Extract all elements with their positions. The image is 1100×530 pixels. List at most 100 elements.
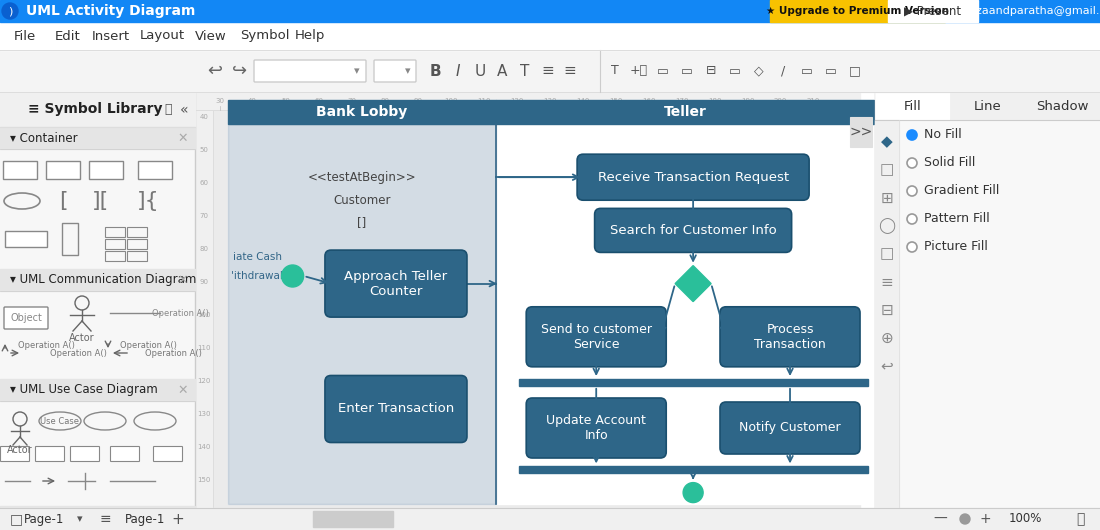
Text: □: □ — [880, 163, 894, 178]
FancyBboxPatch shape — [526, 398, 667, 458]
Text: +: + — [979, 512, 991, 526]
Text: ≡ Symbol Library: ≡ Symbol Library — [28, 102, 163, 117]
FancyBboxPatch shape — [110, 446, 140, 462]
Text: ▭: ▭ — [657, 65, 669, 77]
Text: 180: 180 — [708, 98, 722, 104]
Text: 210: 210 — [807, 98, 821, 104]
Text: ▭: ▭ — [825, 65, 837, 77]
Text: 170: 170 — [674, 98, 689, 104]
Text: 200: 200 — [774, 98, 788, 104]
Text: ◆: ◆ — [881, 135, 893, 149]
Circle shape — [908, 186, 917, 196]
Text: 'ithdrawal: 'ithdrawal — [231, 271, 283, 281]
Text: ✕: ✕ — [178, 510, 188, 524]
Text: □: □ — [10, 512, 23, 526]
Text: ▭: ▭ — [801, 65, 813, 77]
Circle shape — [2, 3, 18, 19]
Text: Notify Customer: Notify Customer — [739, 421, 840, 435]
Text: Operation A(): Operation A() — [145, 349, 202, 358]
Text: T: T — [612, 65, 619, 77]
Text: File: File — [14, 30, 36, 42]
Text: <<testAtBegin>>: <<testAtBegin>> — [308, 171, 417, 184]
Bar — [0, 127, 195, 149]
Text: ▾ UML Use Case Diagram: ▾ UML Use Case Diagram — [10, 384, 157, 396]
Bar — [1025, 92, 1100, 120]
Bar — [228, 100, 496, 124]
Text: iate Cash: iate Cash — [233, 252, 282, 262]
Text: ▾: ▾ — [354, 66, 360, 76]
Text: 120: 120 — [510, 98, 524, 104]
Text: 40: 40 — [199, 113, 208, 120]
Text: 50: 50 — [282, 98, 290, 104]
Text: 140: 140 — [197, 444, 211, 449]
Text: No Fill: No Fill — [924, 128, 961, 142]
FancyBboxPatch shape — [138, 161, 172, 179]
Text: 70: 70 — [199, 213, 209, 218]
Bar — [519, 379, 868, 386]
Text: Line: Line — [974, 100, 1001, 112]
Text: ): ) — [8, 6, 12, 16]
Bar — [0, 22, 1100, 50]
Bar — [314, 511, 393, 527]
Text: +: + — [172, 511, 185, 526]
Circle shape — [908, 158, 917, 168]
Text: Help: Help — [295, 30, 326, 42]
Text: Operation A(): Operation A() — [50, 349, 107, 358]
Text: Object: Object — [10, 313, 42, 323]
Text: 60: 60 — [315, 98, 323, 104]
Text: Pattern Fill: Pattern Fill — [924, 213, 990, 225]
Text: Receive Transaction Request: Receive Transaction Request — [597, 171, 789, 184]
Bar — [62, 223, 78, 255]
Text: ▾: ▾ — [77, 514, 82, 524]
Text: Send to customer
Service: Send to customer Service — [541, 323, 651, 351]
Text: ◯: ◯ — [879, 218, 895, 234]
Text: pizzaandparatha@gmail.com  ▾: pizzaandparatha@gmail.com ▾ — [960, 6, 1100, 16]
Text: ≡: ≡ — [563, 64, 576, 78]
Text: ⊟: ⊟ — [881, 303, 893, 317]
Text: 160: 160 — [641, 98, 656, 104]
Bar — [126, 227, 147, 237]
Text: [: [ — [58, 191, 67, 211]
Text: □: □ — [849, 65, 861, 77]
Text: 100: 100 — [444, 98, 458, 104]
FancyBboxPatch shape — [526, 307, 667, 367]
Text: 100%: 100% — [1009, 513, 1042, 526]
Bar — [213, 508, 860, 530]
Text: +⃝: +⃝ — [630, 65, 648, 77]
Text: Fill: Fill — [903, 100, 922, 112]
Text: ⛶: ⛶ — [1076, 512, 1085, 526]
Text: ▶ Present: ▶ Present — [904, 4, 961, 17]
FancyBboxPatch shape — [3, 161, 37, 179]
Text: Page-1: Page-1 — [24, 513, 65, 526]
Bar — [850, 117, 872, 147]
Bar — [213, 110, 860, 508]
Circle shape — [908, 214, 917, 224]
Text: Shadow: Shadow — [1036, 100, 1089, 112]
Bar — [0, 0, 1100, 22]
Bar — [228, 100, 874, 504]
Text: UML Activity Diagram: UML Activity Diagram — [26, 4, 196, 18]
Text: View: View — [195, 30, 227, 42]
FancyBboxPatch shape — [4, 307, 48, 329]
Text: ✕: ✕ — [178, 384, 188, 396]
Text: —: — — [933, 512, 947, 526]
Text: 140: 140 — [576, 98, 590, 104]
Text: 80: 80 — [381, 98, 389, 104]
Bar — [126, 239, 147, 249]
Text: B: B — [429, 64, 441, 78]
Text: Insert: Insert — [92, 30, 130, 42]
Text: I: I — [455, 64, 460, 78]
Text: 110: 110 — [197, 344, 211, 351]
Text: 150: 150 — [197, 476, 211, 483]
Text: Operation A(): Operation A() — [120, 340, 177, 349]
Bar — [519, 466, 868, 473]
Bar — [0, 92, 195, 508]
Text: ][: ][ — [91, 191, 109, 211]
Text: 70: 70 — [348, 98, 356, 104]
Text: ≡: ≡ — [881, 275, 893, 289]
Text: Enter Transaction: Enter Transaction — [338, 402, 454, 416]
Text: 🔍: 🔍 — [164, 103, 172, 116]
Text: ≡: ≡ — [541, 64, 554, 78]
Bar — [0, 506, 195, 528]
FancyBboxPatch shape — [154, 446, 183, 462]
